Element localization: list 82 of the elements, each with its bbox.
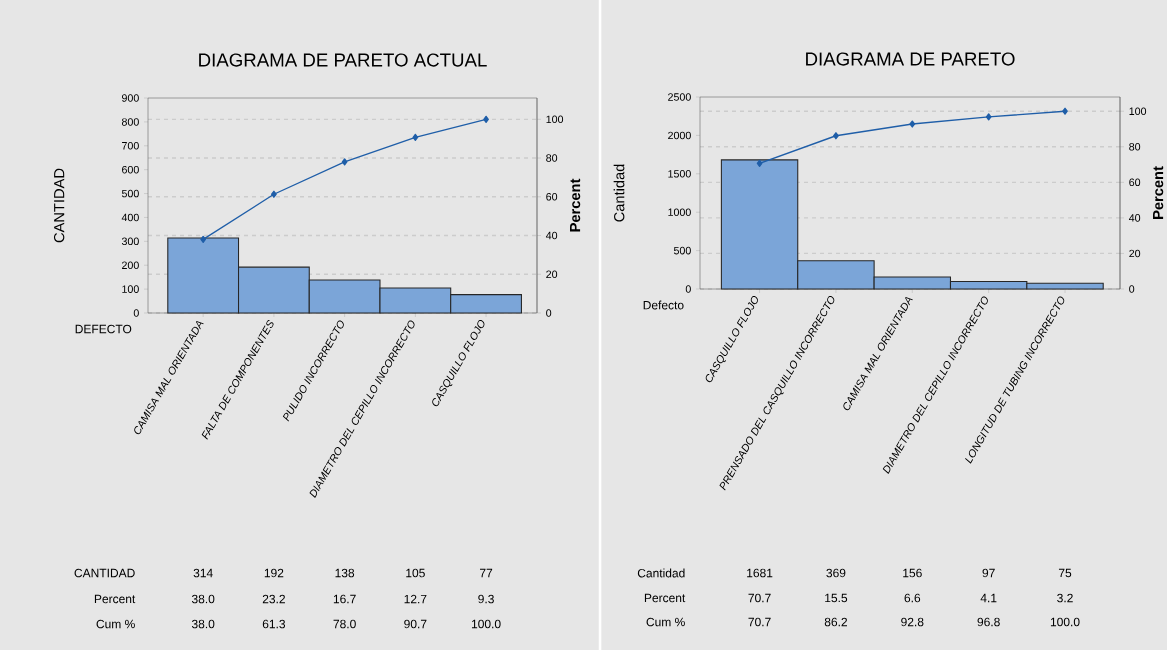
point [412,133,419,141]
text: Percent [94,594,136,604]
text: Cum % [646,617,685,627]
text: 92.8 [901,617,924,627]
y2-tick-label: 80 [1129,143,1141,151]
y2-tick-label: 0 [546,309,552,317]
point [909,120,916,128]
x-axis-title: Defecto [643,300,684,310]
y2-tick-label: 20 [1129,249,1141,258]
text: 96.8 [977,617,1000,627]
y2-axis-title: Percent [1153,166,1164,219]
chart-title: DIAGRAMA DE PARETO [806,52,1015,66]
point [483,115,489,123]
text: 100.0 [1050,617,1080,627]
y-tick-label: 100 [122,285,139,293]
y-tick-label: 1000 [668,208,691,216]
y-tick-label: 700 [122,142,139,150]
y2-tick-label: 80 [546,154,558,162]
text: Cum % [96,619,135,629]
y-tick-label: 300 [121,237,139,246]
text: 97 [982,568,995,578]
point [985,113,992,121]
y2-tick-label: 100 [546,115,564,124]
y-tick-label: 2500 [668,93,691,101]
text: 75 [1058,568,1072,578]
y-tick-label: 400 [121,213,139,222]
text: 16.7 [333,594,356,604]
y-axis-title: CANTIDAD [53,168,65,243]
text: 156 [903,568,922,578]
y-tick-label: 0 [685,285,691,293]
text: 105 [406,568,425,578]
y-axis-title: Cantidad [613,164,625,222]
y-tick-label: 800 [121,118,139,126]
text: 1681 [747,568,773,578]
text: 78.0 [333,619,356,629]
text: 38.0 [191,619,215,629]
text: 90.7 [404,619,427,629]
y-tick-label: 2000 [668,131,691,140]
text: Percent [644,593,686,603]
text: 314 [193,568,213,578]
text: 61.3 [262,619,286,629]
y-tick-label: 1500 [668,170,691,178]
text: 192 [264,568,284,578]
y-tick-label: 500 [673,246,691,255]
x-axis-title: DEFECTO [75,324,132,334]
text: 100.0 [471,619,501,629]
text: 86.2 [824,617,847,627]
text: 70.7 [748,617,771,627]
point [200,235,207,243]
y2-tick-label: 20 [546,270,558,279]
y2-tick-label: 60 [1129,178,1141,187]
y2-tick-label: 100 [1129,107,1147,115]
point [833,132,839,140]
point [756,159,763,167]
text: 15.5 [825,593,848,603]
text: CANTIDAD [74,568,135,578]
chart-title: DIAGRAMA DE PARETO ACTUAL [199,53,487,67]
y-tick-label: 600 [122,165,139,174]
y-tick-label: 0 [133,309,139,317]
y2-tick-label: 0 [1129,285,1135,293]
y2-axis-title: Percent [570,178,581,232]
text: 12.7 [404,594,427,604]
text: 6.6 [904,593,921,603]
point [271,190,277,198]
y-tick-label: 900 [122,94,139,102]
text: 369 [826,568,846,578]
text: 77 [480,568,493,578]
text: 4.1 [980,593,997,603]
text: Cantidad [637,568,685,578]
y2-tick-label: 40 [1128,214,1141,222]
point [341,158,348,166]
text: 138 [335,568,355,578]
text: 3.2 [1057,593,1073,603]
y2-tick-label: 40 [545,231,558,240]
text: 23.2 [262,594,285,604]
y2-tick-label: 60 [546,193,558,201]
text: 9.3 [478,594,494,604]
point [1062,107,1068,115]
text: 38.0 [191,594,215,604]
y-tick-label: 500 [121,189,139,198]
text: 70.7 [748,593,771,603]
y-tick-label: 200 [122,261,139,269]
